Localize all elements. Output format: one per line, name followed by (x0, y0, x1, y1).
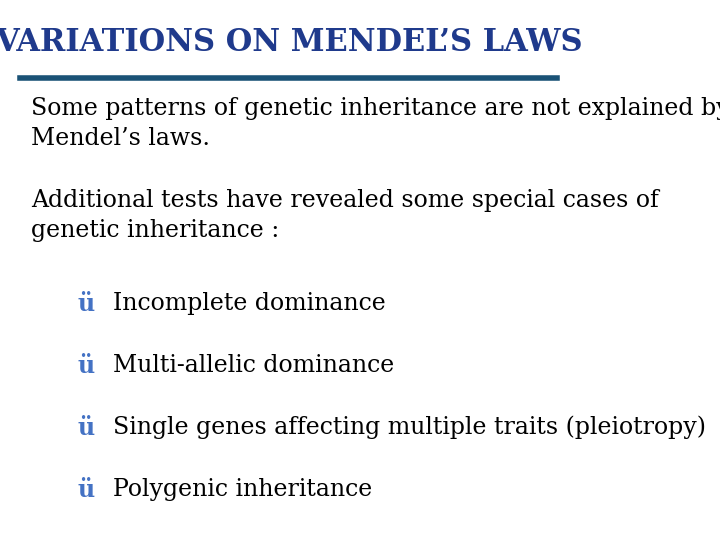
Text: Additional tests have revealed some special cases of
genetic inheritance :: Additional tests have revealed some spec… (31, 189, 659, 242)
Text: ü: ü (78, 354, 94, 377)
Text: Polygenic inheritance: Polygenic inheritance (114, 478, 373, 501)
Text: Some patterns of genetic inheritance are not explained by
Mendel’s laws.: Some patterns of genetic inheritance are… (31, 97, 720, 151)
Text: Multi-allelic dominance: Multi-allelic dominance (114, 354, 395, 377)
Text: VARIATIONS ON MENDEL’S LAWS: VARIATIONS ON MENDEL’S LAWS (0, 27, 582, 58)
Text: Incomplete dominance: Incomplete dominance (114, 292, 386, 315)
Text: ü: ü (78, 478, 94, 502)
Text: ü: ü (78, 416, 94, 440)
Text: ü: ü (78, 292, 94, 315)
Text: Single genes affecting multiple traits (pleiotropy): Single genes affecting multiple traits (… (114, 416, 706, 440)
